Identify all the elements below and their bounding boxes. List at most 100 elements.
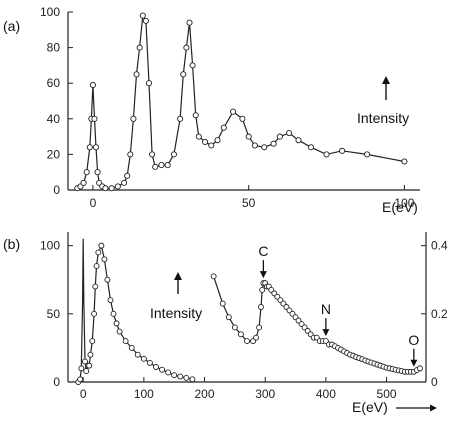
panel-a-data-points [74, 12, 408, 192]
panel-b-left-data-point [82, 358, 88, 365]
panel-a-x-tick-label: 0 [90, 196, 97, 210]
panel-a-y-tick-label: 20 [47, 147, 61, 161]
panel-a-y-tick-label: 80 [47, 41, 61, 55]
panel-a-data-point [142, 17, 149, 24]
panel-b-left-data-point [92, 283, 99, 290]
panel-b-edge-arrowhead [259, 271, 267, 279]
panel-a-data-point [177, 115, 184, 122]
panel-a-data-point [270, 140, 277, 147]
panel-a-data-point [220, 124, 227, 131]
panel-b-edge-label: C [258, 243, 268, 259]
panel-b-right-data-point [258, 304, 264, 310]
panel-b-x-tick-label: 300 [255, 387, 275, 401]
panel-b-left-data-point [177, 373, 184, 380]
panel-a-data-point [195, 133, 202, 140]
panel-a-data-point [149, 151, 156, 158]
panel-a-y-tick-label: 40 [47, 112, 61, 126]
panel-a-data-point [208, 142, 215, 149]
panel-b-left-data-point [171, 372, 178, 379]
panel-b-left-data-point [107, 297, 114, 304]
panel-b-right-data-point [237, 331, 244, 338]
panel-a-x-label: E(eV) [382, 199, 418, 215]
panel-b-y-tick-label: 0 [53, 375, 60, 389]
panel-a-data-point [323, 151, 330, 158]
panel-b-left-data-point [98, 242, 105, 249]
panel-a-data-point [286, 129, 293, 137]
panel-a-data-point [214, 137, 221, 144]
panel-b-x-tick-label: 100 [134, 387, 154, 401]
panel-a-y-ticks: 0 20 40 60 80 100 [40, 5, 73, 197]
panel-a-x-tick-label: 50 [242, 196, 256, 210]
panel-b-series-right-points [210, 273, 423, 375]
panel-a-data-point [139, 12, 146, 19]
panel-a-y-tick-label: 60 [47, 76, 61, 90]
panel-a-data-point [192, 112, 199, 119]
panel-a-data-point [189, 62, 196, 69]
panel-a-data-point [102, 185, 109, 192]
panel-b-left-data-point [93, 263, 100, 270]
panel-a-y-tick-label: 100 [40, 5, 60, 19]
panel-b-series-right-line [213, 276, 421, 373]
panel-b-left-data-point [95, 249, 102, 256]
panel-b-left-data-point [189, 376, 196, 383]
panel-b-left-data-point [116, 328, 123, 335]
panel-a-data-point [89, 81, 96, 89]
panel-a-intensity-label: Intensity [357, 110, 409, 126]
panel-b-left-data-point [165, 369, 172, 376]
panel-b-right-data-point [253, 334, 260, 341]
panel-b-axes [67, 232, 427, 383]
panel-b-left-data-point [101, 256, 108, 263]
panel-b-right-data-point [256, 324, 263, 331]
panel-a-data-point [180, 71, 187, 78]
panel-a-data-point [251, 142, 258, 149]
panel-a-data-point [114, 183, 121, 190]
panel-b-x-tick-label: 200 [195, 387, 215, 401]
panel-a-data-point [130, 115, 137, 122]
panel-a-data-point [170, 151, 177, 158]
panel-a-data-point [401, 158, 408, 165]
panel-b-right-data-point [416, 365, 423, 372]
panel-a-x-tick-label: 100 [394, 196, 414, 210]
panel-b-y2-tick-label: 0.2 [431, 307, 448, 321]
panel-a-data-point [363, 151, 371, 158]
panel-b-edge-arrowhead [322, 329, 330, 337]
panel-a-y-tick-label: 0 [53, 183, 60, 197]
panel-b-left-data-point [86, 362, 93, 369]
panel-a-data-point [136, 44, 143, 51]
panel-b-series-left-points [75, 242, 196, 385]
panel-a-axes [67, 12, 420, 191]
panel-a-data-point [158, 162, 165, 169]
panel-a-data-point [91, 115, 98, 122]
panel-b-intensity-label: Intensity [150, 305, 202, 321]
panel-a-data-point [183, 44, 190, 51]
panel-a-data-point [108, 185, 115, 192]
panel-b-y2-ticks: 0 0.2 0.4 [421, 239, 448, 389]
panel-a-data-point [186, 19, 193, 26]
panel-b-right-data-point [244, 338, 250, 345]
panel-b-left-data-point [128, 344, 135, 351]
panel-b-edge-label: N [321, 301, 331, 317]
panel-b-left-data-point [140, 355, 147, 362]
panel-b-label: (b) [3, 236, 20, 252]
panel-a-intensity-arrow [382, 76, 390, 100]
panel-b-left-data-point [78, 365, 85, 372]
panel-a-data-point [295, 137, 302, 144]
panel-b-left-data-point [153, 364, 159, 370]
panel-b-right-data-point [219, 300, 226, 307]
panel-b-x-tick-label: 0 [80, 387, 87, 401]
panel-a-data-point [80, 179, 87, 186]
panel-b-x-arrow [396, 404, 437, 412]
panel-a-data-point [94, 169, 101, 176]
panel-a-data-point [83, 169, 90, 176]
panel-b-x-tick-label: 500 [377, 387, 397, 401]
panel-b-left-data-point [104, 276, 111, 283]
panel-b-edge-arrowhead [410, 359, 418, 367]
panel-a-data-point [92, 144, 100, 151]
panel-b-y-tick-label: 50 [47, 307, 61, 321]
panel-b-left-data-point [122, 338, 129, 345]
panel-a-data-point [230, 108, 237, 115]
panel-a-data-point [202, 138, 209, 145]
panel-b-edge-label: O [408, 332, 419, 348]
panel-a-data-point [127, 151, 134, 158]
